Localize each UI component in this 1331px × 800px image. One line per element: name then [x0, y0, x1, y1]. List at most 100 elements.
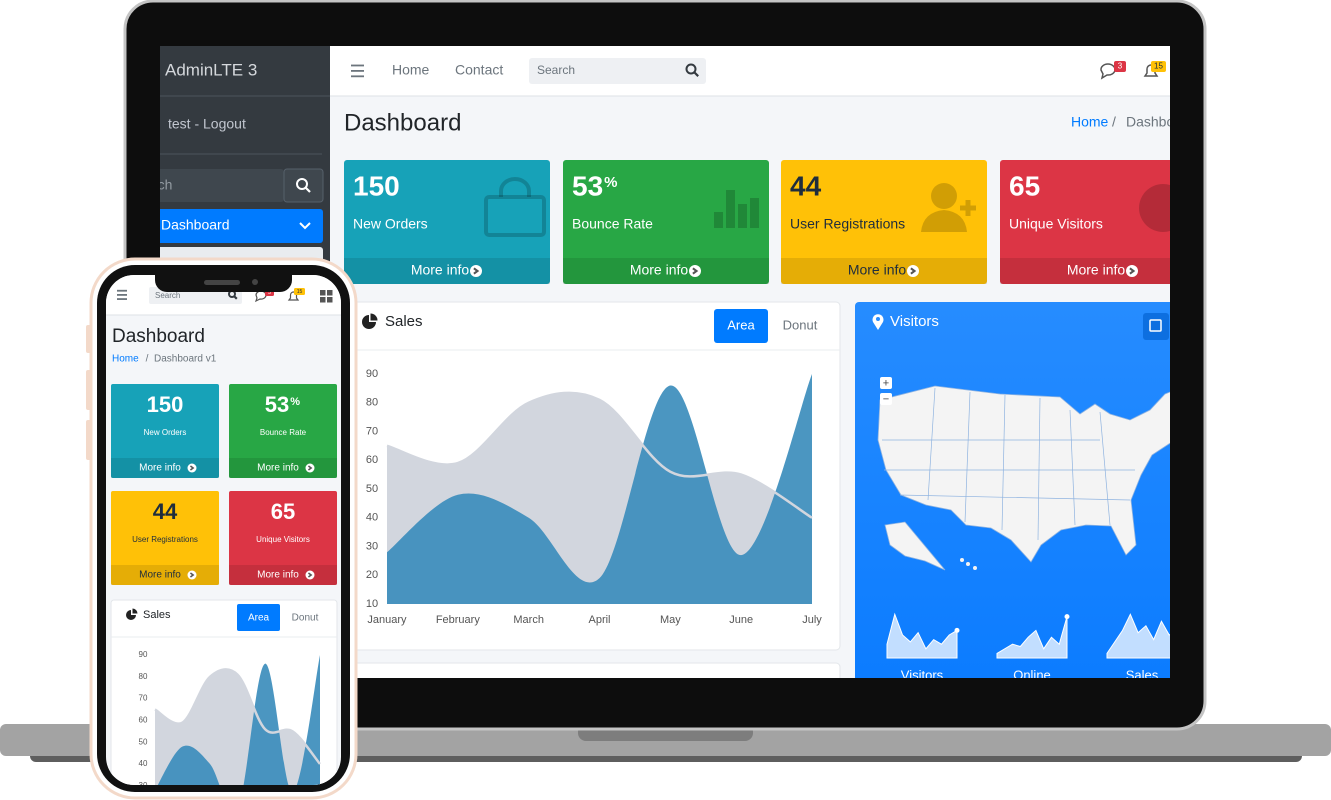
small-box-value: 44 — [153, 499, 178, 524]
map-zoom-label[interactable]: − — [883, 393, 889, 405]
area-series — [155, 669, 320, 785]
more-info-link[interactable]: More info — [257, 463, 299, 474]
small-box — [563, 160, 769, 284]
nav-link[interactable]: Contact — [455, 62, 503, 78]
box-icon — [921, 210, 967, 232]
badge-text: 3 — [1118, 62, 1123, 71]
small-box — [229, 491, 337, 585]
more-info-link[interactable]: More info — [848, 262, 907, 278]
box-icon — [960, 200, 976, 216]
small-box-value: 150 — [353, 170, 400, 201]
y-tick-label: 10 — [366, 598, 378, 610]
sparkline-area — [886, 612, 958, 659]
card-title: Visitors — [890, 313, 939, 330]
small-box-suffix: % — [290, 396, 300, 408]
small-box-footer[interactable] — [111, 458, 219, 478]
small-box — [111, 491, 219, 585]
phone-speaker — [204, 280, 240, 285]
navbar-search[interactable] — [529, 58, 706, 84]
tab-label[interactable]: Donut — [292, 613, 319, 624]
sidebar-search-input — [160, 169, 284, 202]
small-box — [344, 160, 550, 284]
small-box-footer[interactable] — [111, 565, 219, 585]
pie-icon — [370, 313, 378, 321]
menu-icon — [351, 75, 364, 78]
more-info-link[interactable]: More info — [139, 463, 181, 474]
small-box-label: Bounce Rate — [260, 428, 307, 437]
small-box-footer[interactable] — [781, 258, 987, 284]
y-tick-label: 50 — [366, 483, 378, 495]
us-map-border — [1001, 394, 1006, 531]
more-info-link[interactable]: More info — [411, 262, 470, 278]
badge — [1114, 61, 1126, 72]
small-box-footer[interactable] — [229, 565, 337, 585]
tab-label[interactable]: Donut — [783, 317, 818, 332]
breadcrumb-separator: / — [1112, 114, 1116, 130]
tab-active[interactable] — [237, 604, 280, 631]
small-box — [781, 160, 987, 284]
tab-label[interactable]: Area — [727, 317, 755, 332]
small-box-footer[interactable] — [344, 258, 550, 284]
tab-active[interactable] — [714, 309, 768, 343]
y-tick-label: 60 — [139, 716, 148, 725]
navbar — [330, 46, 1170, 96]
small-box-footer[interactable] — [563, 258, 769, 284]
sidebar-search-button[interactable] — [283, 168, 324, 203]
alaska — [884, 521, 946, 571]
pie-icon — [132, 608, 138, 614]
y-tick-label: 50 — [139, 737, 148, 746]
more-info-link[interactable]: More info — [1067, 262, 1126, 278]
apps-icon — [327, 297, 333, 303]
sparkline-area — [996, 616, 1068, 659]
tab-label[interactable]: Area — [248, 613, 270, 624]
pie-icon — [362, 315, 376, 329]
chevron-icon — [299, 222, 311, 230]
us-map — [877, 385, 1170, 563]
more-info-link[interactable]: More info — [630, 262, 689, 278]
small-box — [111, 384, 219, 478]
y-tick-label: 90 — [366, 368, 378, 380]
us-map-border — [927, 387, 936, 501]
series-line — [154, 668, 321, 765]
breadcrumb-link[interactable]: Home — [1071, 114, 1109, 130]
more-info-icon — [189, 465, 195, 471]
y-tick-label: 60 — [366, 454, 378, 466]
apps-icon — [320, 290, 326, 296]
x-tick-label: April — [588, 614, 610, 626]
hawaii — [960, 558, 964, 562]
pie-icon — [126, 610, 136, 620]
more-info-link[interactable]: More info — [257, 570, 299, 581]
area-series — [387, 374, 812, 604]
nav-link[interactable]: Home — [392, 62, 430, 78]
map-zoom-button[interactable] — [880, 393, 892, 405]
map-zoom-button[interactable] — [880, 377, 892, 389]
us-map-border — [1099, 411, 1111, 526]
map-zoom-label[interactable]: + — [883, 377, 889, 389]
small-box-footer[interactable] — [229, 458, 337, 478]
more-info-icon — [692, 267, 699, 275]
search-icon — [693, 71, 699, 77]
sparkline-point — [954, 627, 960, 633]
menu-icon — [351, 70, 364, 72]
sparkline-label: Visitors — [901, 667, 944, 682]
sparkline-label: Sales — [1126, 667, 1159, 682]
us-map-border — [1037, 397, 1041, 541]
search-icon — [296, 178, 308, 190]
calendar-button[interactable] — [1143, 313, 1169, 340]
menu-item-active[interactable] — [88, 209, 323, 243]
apps-icon — [320, 297, 326, 303]
map-marker-icon — [876, 317, 880, 321]
breadcrumb-separator: / — [146, 354, 149, 365]
small-box — [1000, 160, 1170, 284]
sidebar-search-placeholder: Search — [128, 177, 172, 193]
more-info-icon — [189, 572, 195, 578]
menu-icon — [117, 298, 127, 300]
small-box-footer[interactable] — [1000, 258, 1206, 284]
small-box-label: Unique Visitors — [1009, 216, 1103, 232]
more-info-link[interactable]: More info — [139, 570, 181, 581]
more-info-icon — [1129, 267, 1136, 275]
us-map-border — [899, 494, 1131, 501]
box-icon — [499, 177, 531, 197]
more-info-icon — [307, 572, 313, 578]
badge — [1151, 61, 1166, 72]
